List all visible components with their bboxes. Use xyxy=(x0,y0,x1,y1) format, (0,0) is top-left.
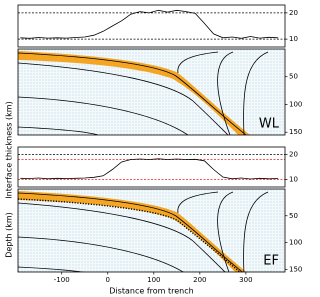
y-tick-label: 50 xyxy=(289,212,298,220)
plot-area xyxy=(18,9,285,40)
plot-area xyxy=(18,154,285,180)
frame xyxy=(17,48,286,136)
cross-section xyxy=(18,49,285,135)
plot-area xyxy=(18,189,285,272)
y-tick-label: 20 xyxy=(289,9,298,17)
y-tick-label: 20 xyxy=(289,151,298,159)
frame xyxy=(17,4,286,48)
plot-area xyxy=(18,49,285,135)
y-tick-label: 100 xyxy=(289,239,302,247)
panel-label: WL xyxy=(259,117,280,132)
y-tick-label: 10 xyxy=(289,35,298,43)
y-tick-label: 50 xyxy=(289,73,298,81)
y-tick-label: 10 xyxy=(289,176,298,184)
x-tick-label: -100 xyxy=(54,276,70,284)
frame xyxy=(17,188,286,273)
frame xyxy=(17,146,286,188)
x-tick-label: 200 xyxy=(193,276,206,284)
x-tick-label: 0 xyxy=(106,276,110,284)
y-tick-label: 100 xyxy=(289,100,302,108)
x-tick-label: 100 xyxy=(147,276,160,284)
x-tick-label: 300 xyxy=(239,276,252,284)
cross-section xyxy=(18,189,285,272)
panel-label: EF xyxy=(263,254,279,269)
x-axis-label: Distance from trench xyxy=(109,287,193,296)
y-axis-label: Interface thickness (km) xyxy=(5,101,14,198)
y-tick-label: 150 xyxy=(289,128,302,136)
thickness-line xyxy=(20,158,279,180)
y-tick-label: 150 xyxy=(289,265,302,273)
interface-line xyxy=(18,198,241,272)
thickness-line xyxy=(20,9,279,39)
y-axis-label: Depth (km) xyxy=(5,212,14,258)
